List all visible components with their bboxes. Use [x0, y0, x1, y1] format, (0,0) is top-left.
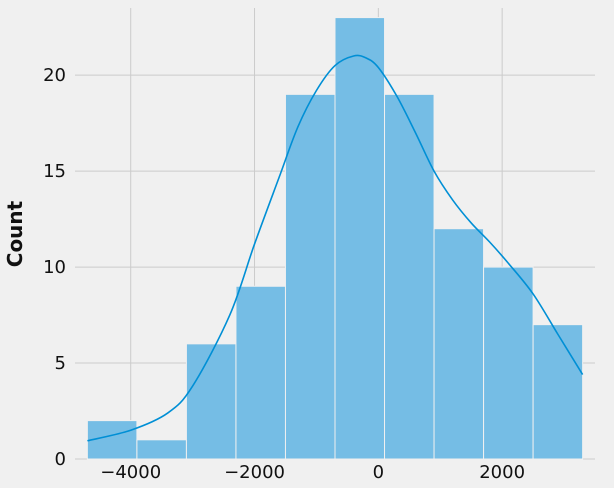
- histogram-bar-8: [483, 266, 534, 460]
- histogram-bar-5: [334, 17, 386, 460]
- y-tick-label-0: 0: [55, 449, 66, 470]
- histogram-bar-9: [532, 324, 584, 460]
- y-tick-label-2: 10: [43, 257, 66, 278]
- x-tick-label-0: −4000: [100, 462, 161, 483]
- histogram-bar-0: [86, 420, 138, 460]
- histogram-bar-3: [235, 285, 286, 460]
- y-tick-label-3: 15: [43, 161, 66, 182]
- y-tick-label-1: 5: [55, 353, 66, 374]
- kde-curve-group: [87, 54, 584, 442]
- x-tick-label-1: −2000: [224, 462, 285, 483]
- histogram-bar-4: [284, 93, 336, 460]
- kde-curve: [87, 54, 584, 442]
- histogram-bar-1: [136, 439, 187, 460]
- y-axis-ticks: 0 5 10 15 20: [43, 65, 66, 470]
- histogram-bar-6: [384, 93, 435, 460]
- y-axis-title: Count: [3, 200, 27, 267]
- x-tick-label-2: 0: [373, 462, 384, 483]
- y-tick-label-4: 20: [43, 65, 66, 86]
- histogram-bar-2: [185, 343, 237, 460]
- x-axis-ticks: −4000 −2000 0 2000: [100, 462, 525, 483]
- histogram-bar-7: [433, 228, 485, 460]
- x-tick-label-3: 2000: [479, 462, 525, 483]
